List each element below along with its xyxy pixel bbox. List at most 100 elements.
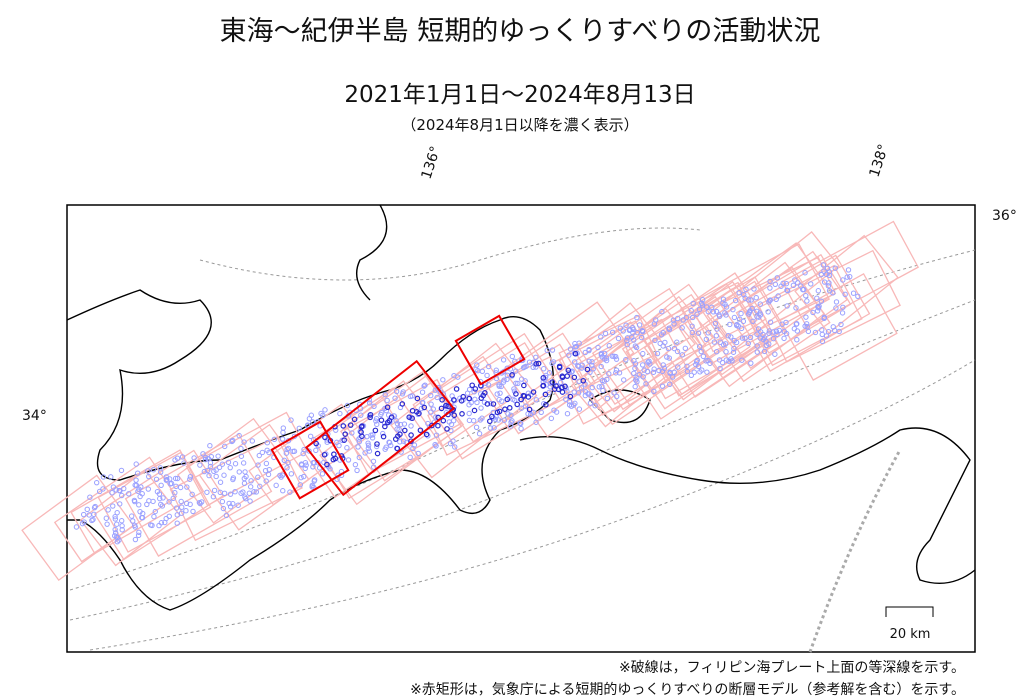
tremor xyxy=(774,331,780,338)
tremor xyxy=(365,445,372,452)
period: 2021年1月1日～2024年8月13日 xyxy=(344,82,695,108)
tremor xyxy=(266,449,272,456)
tremor xyxy=(518,405,525,411)
tremor xyxy=(479,368,486,374)
tremor xyxy=(855,293,861,300)
tremor xyxy=(172,490,178,496)
tremor xyxy=(572,400,578,407)
tremor xyxy=(586,347,592,354)
tremor xyxy=(153,476,160,482)
tremor-recent xyxy=(445,403,451,410)
tremor xyxy=(168,480,175,487)
tremor xyxy=(682,345,689,352)
tremor xyxy=(190,508,196,515)
tremor xyxy=(471,389,477,395)
tremor xyxy=(206,472,212,479)
tremor xyxy=(511,386,517,392)
tremor xyxy=(582,389,589,395)
tremor-recent xyxy=(558,384,565,391)
tremor xyxy=(720,342,727,348)
tremor xyxy=(177,484,184,491)
tremor-recent xyxy=(549,379,556,385)
slip-model xyxy=(124,433,273,557)
tremor-recent xyxy=(482,390,488,396)
tremor xyxy=(196,499,203,506)
tremor xyxy=(830,324,836,330)
tremor xyxy=(259,449,266,456)
tremor xyxy=(812,329,819,336)
tremor-recent xyxy=(408,432,414,438)
slip-model xyxy=(779,272,898,381)
tremor xyxy=(382,391,388,398)
tremor xyxy=(510,396,516,403)
tremor xyxy=(132,536,139,543)
tremor xyxy=(93,479,100,486)
tremor xyxy=(213,467,219,473)
tremor xyxy=(845,267,852,273)
tremor xyxy=(703,304,710,310)
tremor xyxy=(420,399,426,406)
tremor xyxy=(201,468,208,475)
tremor xyxy=(694,311,700,317)
tremor xyxy=(733,322,740,329)
tremor xyxy=(187,501,193,508)
lat-label: 34° xyxy=(22,408,47,424)
tremor xyxy=(243,495,249,502)
tremor-recent xyxy=(313,440,319,447)
tremor xyxy=(79,520,86,527)
tremor xyxy=(303,462,309,468)
tremor xyxy=(313,447,319,454)
tremor xyxy=(151,513,157,520)
tremor xyxy=(697,343,703,350)
tremor xyxy=(230,437,236,444)
tremor xyxy=(473,366,479,373)
tremor xyxy=(114,521,120,527)
tremor xyxy=(430,406,436,412)
tremor xyxy=(236,469,242,475)
tremor-recent xyxy=(466,395,473,402)
tremor xyxy=(288,471,295,477)
tremor xyxy=(633,344,640,351)
tremor xyxy=(223,512,230,519)
tremor xyxy=(629,334,635,340)
tremor xyxy=(757,335,763,341)
fault-models xyxy=(270,314,526,500)
tremor-recent xyxy=(439,397,445,403)
tremor xyxy=(219,461,226,467)
tremor-recent xyxy=(409,415,415,422)
tremor xyxy=(731,314,738,321)
tremor xyxy=(236,432,242,439)
tremor xyxy=(766,330,772,336)
tremor xyxy=(349,430,355,436)
tremor xyxy=(551,407,557,413)
tremor xyxy=(474,399,480,406)
tremor xyxy=(365,440,371,446)
tremor xyxy=(288,417,294,423)
tremor xyxy=(632,361,639,367)
tremor xyxy=(679,325,685,331)
tremor xyxy=(200,451,206,457)
tremor xyxy=(119,527,125,533)
tremor xyxy=(290,448,296,455)
tremor xyxy=(613,367,620,373)
contour xyxy=(89,359,976,651)
tremor xyxy=(709,304,715,311)
tremor xyxy=(227,464,233,471)
tremor xyxy=(739,335,746,341)
tremor xyxy=(229,438,235,445)
tremor-recent xyxy=(435,422,441,429)
tremor xyxy=(281,457,288,463)
tremor xyxy=(652,337,658,344)
tremor xyxy=(508,412,514,418)
tremor-recent xyxy=(514,401,521,408)
tremor xyxy=(776,327,782,334)
tremor-recent xyxy=(567,393,574,400)
tremor xyxy=(139,491,145,497)
tremor xyxy=(382,446,388,452)
tremor xyxy=(392,395,398,401)
tremor xyxy=(778,283,784,289)
tremor xyxy=(747,334,754,341)
tremor xyxy=(478,405,484,411)
tremor xyxy=(366,448,373,454)
tremor xyxy=(730,306,736,313)
